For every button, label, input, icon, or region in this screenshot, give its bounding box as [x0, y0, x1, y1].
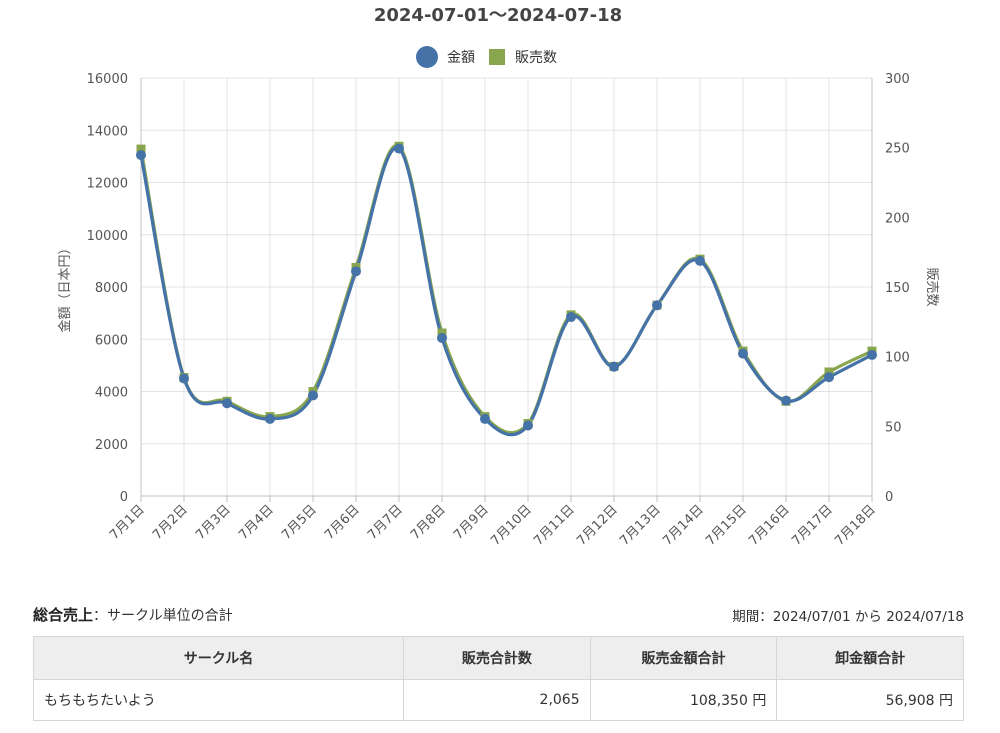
data-point-amount[interactable]: [652, 300, 662, 311]
x-tick-label: 7月14日: [660, 502, 707, 549]
y-left-tick-label: 12000: [87, 177, 128, 192]
series-line-amount: [139, 146, 873, 437]
x-tick-label: 7月2日: [150, 502, 191, 543]
data-point-amount[interactable]: [222, 398, 232, 409]
x-tick-label: 7月3日: [193, 502, 234, 543]
x-tick-label: 7月5日: [279, 502, 320, 543]
x-tick-label: 7月18日: [832, 502, 879, 549]
data-point-amount[interactable]: [867, 349, 877, 360]
legend-item-count[interactable]: 販売数: [489, 49, 557, 66]
data-point-count[interactable]: [136, 144, 146, 154]
data-point-amount[interactable]: [738, 348, 748, 359]
table-row: もちもちたいよう 2,065 108,350 円 56,908 円: [32, 679, 964, 721]
x-tick-label: 7月15日: [703, 502, 750, 549]
y-right-tick-label: 0: [885, 490, 893, 505]
legend-label-count: 販売数: [515, 50, 557, 66]
y-left-tick-label: 2000: [95, 438, 128, 453]
y-left-tick-label: 14000: [87, 124, 128, 139]
data-point-amount[interactable]: [265, 413, 275, 424]
data-point-amount[interactable]: [695, 255, 705, 266]
legend: 金額 販売数: [416, 46, 557, 68]
table-header-row: サークル名 販売合計数 販売金額合計 卸金額合計: [32, 636, 964, 680]
x-tick-label: 7月8日: [408, 502, 449, 543]
x-tick-label: 7月6日: [322, 502, 363, 543]
col-header-sales-count: 販売合計数: [403, 636, 591, 680]
y-left-tick-label: 10000: [87, 229, 128, 244]
y-right-tick-label: 200: [885, 211, 910, 226]
x-tick-label: 7月11日: [531, 502, 578, 549]
series-layer: [136, 141, 877, 437]
y-right-tick-label: 250: [885, 142, 910, 157]
period-text: 期間：2024/07/01 から 2024/07/18: [732, 609, 964, 625]
cell-sales-count: 2,065: [403, 679, 591, 721]
data-point-amount[interactable]: [394, 143, 404, 154]
y-right-tick-label: 150: [885, 281, 910, 296]
col-header-sales-amount: 販売金額合計: [589, 636, 778, 680]
legend-square-icon: [489, 49, 505, 65]
summary-subtitle: ：サークル単位の合計: [93, 608, 233, 624]
data-point-amount[interactable]: [437, 332, 447, 343]
x-tick-label: 7月7日: [365, 502, 406, 543]
cell-wholesale-amount: 56,908 円: [776, 679, 964, 721]
legend-item-amount[interactable]: 金額: [416, 46, 475, 68]
data-point-amount[interactable]: [523, 420, 533, 431]
cell-sales-amount: 108,350 円: [589, 679, 778, 721]
data-point-amount[interactable]: [179, 373, 189, 384]
y-left-tick-label: 6000: [95, 333, 128, 348]
data-point-amount[interactable]: [480, 413, 490, 424]
chart-title: 2024-07-01〜2024-07-18: [374, 5, 622, 26]
y-left-tick-label: 16000: [87, 72, 128, 87]
y-left-tick-label: 0: [120, 490, 128, 505]
data-point-amount[interactable]: [609, 361, 619, 372]
col-header-wholesale-amount: 卸金額合計: [776, 636, 964, 680]
y-left-tick-label: 8000: [95, 281, 128, 296]
y-right-tick-label: 100: [885, 351, 910, 366]
x-tick-label: 7月17日: [789, 502, 836, 549]
data-point-count[interactable]: [824, 367, 834, 377]
data-point-amount[interactable]: [308, 390, 318, 401]
y-right-tick-label: 50: [885, 420, 902, 435]
legend-label-amount: 金額: [447, 50, 475, 66]
x-tick-label: 7月1日: [107, 502, 148, 543]
cell-circle-name: もちもちたいよう: [32, 679, 405, 721]
summary-header: 総合売上：サークル単位の合計 期間：2024/07/01 から 2024/07/…: [33, 604, 964, 628]
data-point-amount[interactable]: [136, 150, 146, 161]
x-tick-label: 7月13日: [617, 502, 664, 549]
y-left-tick-label: 4000: [95, 386, 128, 401]
x-tick-label: 7月4日: [236, 502, 277, 543]
y-left-axis-title: 金額（日本円）: [57, 241, 73, 332]
x-tick-label: 7月10日: [488, 502, 535, 549]
summary-table: サークル名 販売合計数 販売金額合計 卸金額合計 もちもちたいよう 2,065 …: [32, 636, 964, 721]
x-tick-label: 7月16日: [746, 502, 793, 549]
summary-title: 総合売上: [33, 606, 94, 624]
x-tick-label: 7月12日: [574, 502, 621, 549]
x-tick-label: 7月9日: [451, 502, 492, 543]
col-header-circle-name: サークル名: [32, 636, 405, 680]
data-point-amount[interactable]: [566, 312, 576, 323]
y-right-tick-label: 300: [885, 72, 910, 87]
data-point-amount[interactable]: [781, 395, 791, 406]
y-right-axis-title: 販売数: [924, 267, 940, 306]
legend-circle-icon: [416, 46, 438, 68]
data-point-amount[interactable]: [351, 266, 361, 277]
data-point-amount[interactable]: [824, 372, 834, 383]
sales-chart: 2024-07-01〜2024-07-18 金額 販売数 02000400060…: [57, 5, 940, 549]
series-line-count: [139, 143, 873, 435]
